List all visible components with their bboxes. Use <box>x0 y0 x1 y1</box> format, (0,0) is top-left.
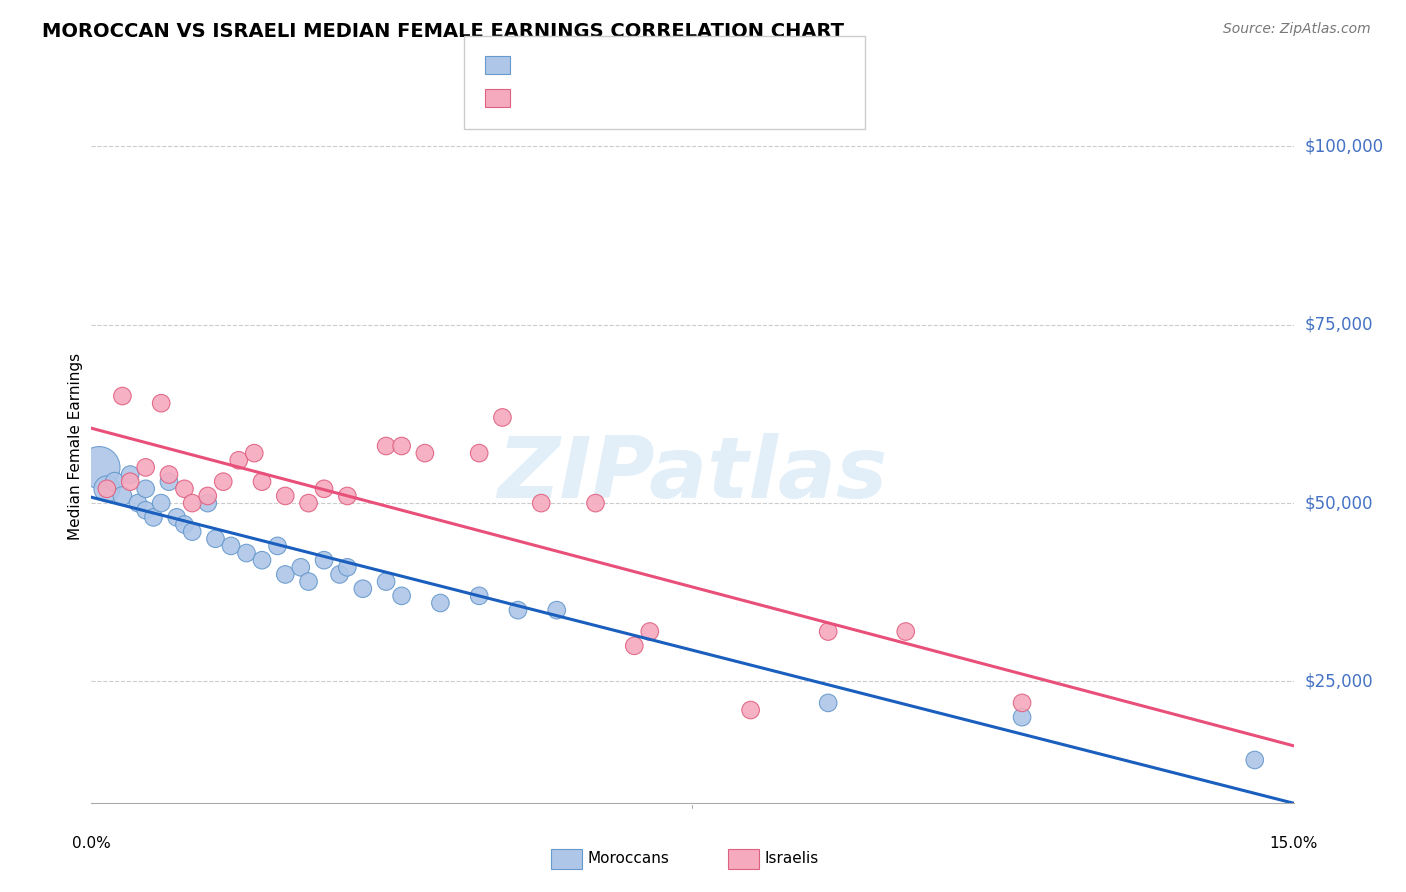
Point <box>89 460 111 475</box>
Point <box>740 703 762 717</box>
Text: Moroccans: Moroccans <box>588 851 669 865</box>
Point <box>491 410 513 425</box>
Point <box>120 467 142 482</box>
Point <box>546 603 568 617</box>
Point <box>336 489 359 503</box>
Point <box>1011 710 1033 724</box>
Point <box>817 696 839 710</box>
Text: MOROCCAN VS ISRAELI MEDIAN FEMALE EARNINGS CORRELATION CHART: MOROCCAN VS ISRAELI MEDIAN FEMALE EARNIN… <box>42 22 844 41</box>
Point <box>166 510 188 524</box>
Text: R =  -0.020: R = -0.020 <box>524 91 612 105</box>
Text: Source: ZipAtlas.com: Source: ZipAtlas.com <box>1223 22 1371 37</box>
Point <box>181 524 204 539</box>
Point <box>157 467 180 482</box>
Y-axis label: Median Female Earnings: Median Female Earnings <box>67 352 83 540</box>
Point <box>150 396 173 410</box>
Point <box>312 553 335 567</box>
Point <box>506 603 529 617</box>
Point <box>104 475 127 489</box>
Point <box>197 496 219 510</box>
Point <box>142 510 165 524</box>
Text: N = 36: N = 36 <box>690 58 748 72</box>
Point <box>274 567 297 582</box>
Text: Israelis: Israelis <box>765 851 820 865</box>
Text: N = 30: N = 30 <box>690 91 748 105</box>
Point <box>135 503 157 517</box>
Point <box>181 496 204 510</box>
Point <box>127 496 149 510</box>
Text: 15.0%: 15.0% <box>1270 836 1317 851</box>
Point <box>157 475 180 489</box>
Point <box>413 446 436 460</box>
Point <box>96 482 118 496</box>
Text: $100,000: $100,000 <box>1305 137 1384 155</box>
Point <box>468 589 491 603</box>
Text: $50,000: $50,000 <box>1305 494 1374 512</box>
Point <box>197 489 219 503</box>
Text: R =  -0.767: R = -0.767 <box>524 58 612 72</box>
Point <box>204 532 226 546</box>
Point <box>111 389 134 403</box>
Point <box>375 439 398 453</box>
Point <box>391 439 413 453</box>
Point <box>1243 753 1265 767</box>
Point <box>228 453 250 467</box>
Point <box>623 639 645 653</box>
Point <box>352 582 374 596</box>
Point <box>212 475 235 489</box>
Point <box>297 574 319 589</box>
Point <box>468 446 491 460</box>
Point <box>135 482 157 496</box>
Text: 0.0%: 0.0% <box>72 836 111 851</box>
Text: ZIPatlas: ZIPatlas <box>498 433 887 516</box>
Point <box>429 596 451 610</box>
Point <box>312 482 335 496</box>
Point <box>173 482 195 496</box>
Point <box>585 496 607 510</box>
Point <box>638 624 661 639</box>
Text: $75,000: $75,000 <box>1305 316 1374 334</box>
Point <box>375 574 398 589</box>
Point <box>250 553 273 567</box>
Text: $25,000: $25,000 <box>1305 673 1374 690</box>
Point <box>120 475 142 489</box>
Point <box>817 624 839 639</box>
Point <box>173 517 195 532</box>
Point <box>274 489 297 503</box>
Point <box>111 489 134 503</box>
Point <box>1011 696 1033 710</box>
Point <box>219 539 242 553</box>
Point <box>336 560 359 574</box>
Point <box>96 482 118 496</box>
Point <box>250 475 273 489</box>
Point <box>243 446 266 460</box>
Point <box>150 496 173 510</box>
Point <box>266 539 288 553</box>
Point <box>235 546 257 560</box>
Point <box>297 496 319 510</box>
Point <box>530 496 553 510</box>
Point <box>290 560 312 574</box>
Point <box>329 567 352 582</box>
Point <box>894 624 917 639</box>
Point <box>391 589 413 603</box>
Point <box>135 460 157 475</box>
